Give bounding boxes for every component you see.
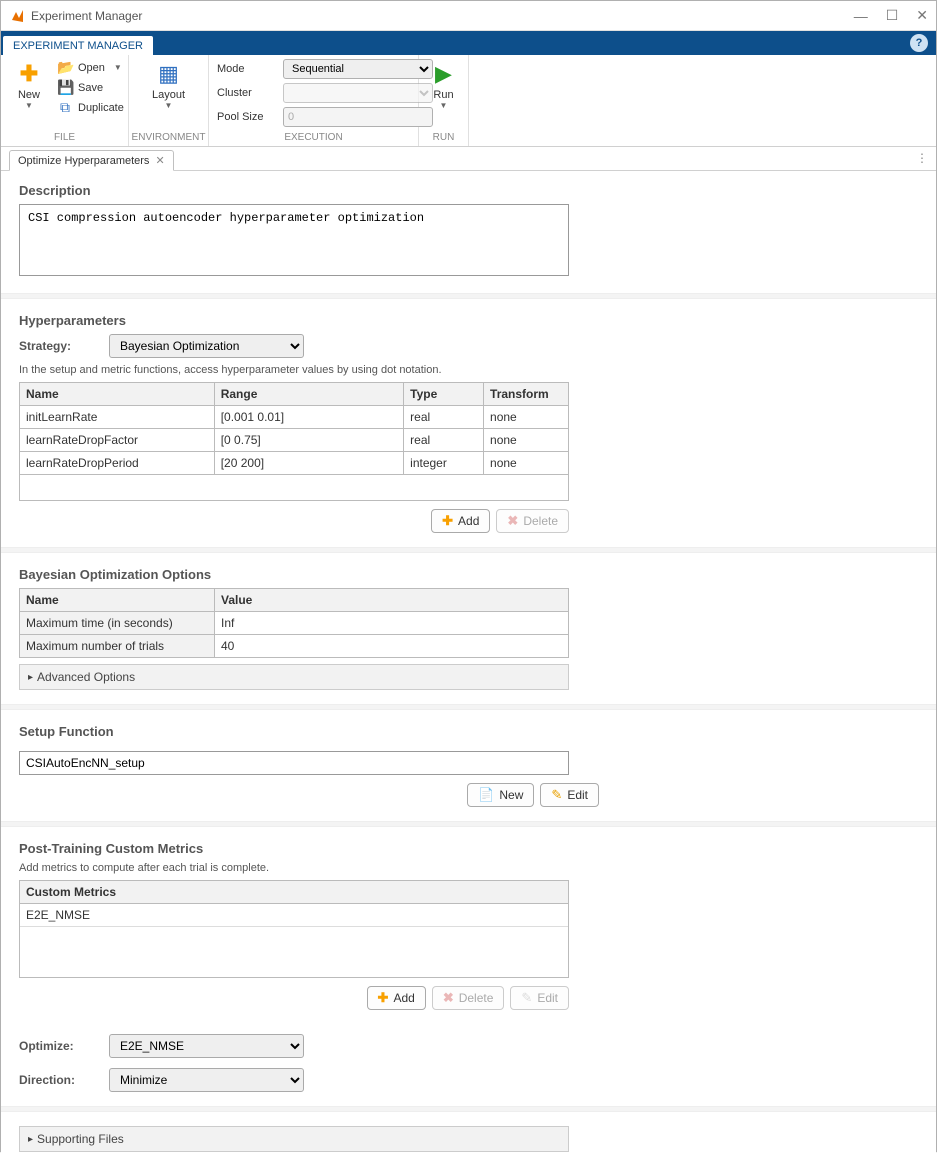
edit-icon: ✎ — [551, 787, 562, 803]
close-tab-icon[interactable]: ✕ — [155, 154, 164, 167]
tab-experiment-manager[interactable]: EXPERIMENT MANAGER — [3, 36, 153, 55]
content-area: Description CSI compression autoencoder … — [1, 171, 936, 1153]
cluster-label: Cluster — [217, 87, 277, 99]
new-button[interactable]: ✚ New ▼ — [9, 59, 49, 110]
play-icon: ▶ — [435, 61, 452, 87]
description-textarea[interactable]: CSI compression autoencoder hyperparamet… — [19, 204, 569, 276]
folder-open-icon: 📂 — [57, 59, 73, 76]
optimize-select[interactable]: E2E_NMSE — [109, 1034, 304, 1058]
document-tabbar: Optimize Hyperparameters ✕ ⋮ — [1, 147, 936, 171]
table-row[interactable] — [20, 475, 569, 501]
poolsize-input[interactable] — [283, 107, 433, 127]
main-tabstrip: EXPERIMENT MANAGER ? — [1, 31, 936, 55]
optimize-label: Optimize: — [19, 1039, 97, 1053]
tab-optimize-hyperparameters[interactable]: Optimize Hyperparameters ✕ — [9, 150, 174, 171]
col-transform: Transform — [484, 383, 569, 406]
group-label-file: FILE — [1, 130, 128, 146]
edit-icon: ✎ — [521, 990, 532, 1006]
add-hyperparameter-button[interactable]: ✚ Add — [431, 509, 490, 533]
new-setup-button[interactable]: 📄 New — [467, 783, 534, 807]
save-button[interactable]: 💾 Save — [57, 79, 124, 96]
dropdown-icon: ▼ — [114, 63, 122, 72]
dropdown-icon: ▼ — [165, 101, 173, 110]
help-icon[interactable]: ? — [910, 34, 928, 52]
new-file-icon: 📄 — [478, 787, 494, 803]
strategy-label: Strategy: — [19, 339, 97, 353]
dropdown-icon: ▼ — [25, 101, 33, 110]
delete-metric-button[interactable]: ✖ Delete — [432, 986, 505, 1010]
plus-icon: ✚ — [378, 990, 389, 1006]
col-name: Name — [20, 589, 215, 612]
hyperparameters-hint: In the setup and metric functions, acces… — [19, 364, 918, 376]
mode-select[interactable]: Sequential — [283, 59, 433, 79]
col-value: Value — [215, 589, 569, 612]
col-range: Range — [214, 383, 403, 406]
layout-button[interactable]: ▦ Layout ▼ — [149, 59, 189, 110]
matlab-logo-icon — [9, 8, 25, 24]
window-title: Experiment Manager — [31, 9, 854, 23]
maximize-icon[interactable]: ☐ — [886, 7, 899, 24]
x-icon: ✖ — [507, 513, 518, 529]
open-button[interactable]: 📂 Open ▼ — [57, 59, 124, 76]
minimize-icon[interactable]: — — [854, 8, 868, 24]
chevron-right-icon: ▸ — [28, 1134, 33, 1145]
mode-label: Mode — [217, 63, 277, 75]
poolsize-label: Pool Size — [217, 111, 277, 123]
save-icon: 💾 — [57, 79, 73, 96]
table-row[interactable]: Maximum time (in seconds) Inf — [20, 612, 569, 635]
bayes-options-table: Name Value Maximum time (in seconds) Inf… — [19, 588, 569, 658]
setup-function-input[interactable] — [19, 751, 569, 775]
metrics-column-header: Custom Metrics — [20, 881, 568, 904]
advanced-options-expander[interactable]: ▸ Advanced Options — [19, 664, 569, 690]
duplicate-icon: ⧉ — [57, 99, 73, 116]
tab-menu-icon[interactable]: ⋮ — [916, 151, 928, 165]
hyperparameters-heading: Hyperparameters — [19, 313, 918, 328]
metrics-list: Custom Metrics E2E_NMSE — [19, 880, 569, 978]
chevron-right-icon: ▸ — [28, 672, 33, 683]
window-titlebar: Experiment Manager — ☐ ✕ — [1, 1, 936, 31]
table-row[interactable]: learnRateDropPeriod [20 200] integer non… — [20, 452, 569, 475]
delete-hyperparameter-button[interactable]: ✖ Delete — [496, 509, 569, 533]
strategy-select[interactable]: Bayesian Optimization — [109, 334, 304, 358]
x-icon: ✖ — [443, 990, 454, 1006]
group-label-run: RUN — [419, 130, 468, 146]
add-metric-button[interactable]: ✚ Add — [367, 986, 426, 1010]
cluster-select[interactable] — [283, 83, 433, 103]
dropdown-icon: ▼ — [440, 101, 448, 110]
direction-select[interactable]: Minimize — [109, 1068, 304, 1092]
list-item[interactable]: E2E_NMSE — [20, 904, 568, 927]
plus-icon: ✚ — [20, 61, 38, 87]
plus-icon: ✚ — [442, 513, 453, 529]
edit-metric-button[interactable]: ✎ Edit — [510, 986, 569, 1010]
group-label-execution: EXECUTION — [209, 130, 418, 146]
bayes-options-heading: Bayesian Optimization Options — [19, 567, 918, 582]
group-label-environment: ENVIRONMENT — [129, 130, 208, 146]
direction-label: Direction: — [19, 1073, 97, 1087]
table-row[interactable]: Maximum number of trials 40 — [20, 635, 569, 658]
metrics-hint: Add metrics to compute after each trial … — [19, 862, 918, 874]
edit-setup-button[interactable]: ✎ Edit — [540, 783, 599, 807]
supporting-files-expander[interactable]: ▸ Supporting Files — [19, 1126, 569, 1152]
ribbon: ✚ New ▼ 📂 Open ▼ 💾 Save ⧉ Duplicate — [1, 55, 936, 147]
table-row[interactable]: initLearnRate [0.001 0.01] real none — [20, 406, 569, 429]
setup-function-heading: Setup Function — [19, 724, 918, 739]
col-type: Type — [404, 383, 484, 406]
close-icon[interactable]: ✕ — [916, 7, 928, 24]
description-heading: Description — [19, 183, 918, 198]
metrics-heading: Post-Training Custom Metrics — [19, 841, 918, 856]
hyperparameters-table: Name Range Type Transform initLearnRate … — [19, 382, 569, 501]
duplicate-button[interactable]: ⧉ Duplicate — [57, 99, 124, 116]
layout-icon: ▦ — [158, 61, 179, 87]
col-name: Name — [20, 383, 215, 406]
table-row[interactable]: learnRateDropFactor [0 0.75] real none — [20, 429, 569, 452]
